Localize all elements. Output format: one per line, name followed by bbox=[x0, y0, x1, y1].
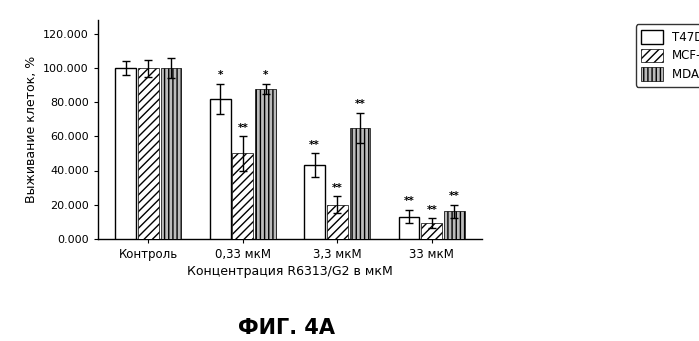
Bar bbox=[233, 153, 253, 239]
Text: *: * bbox=[263, 70, 268, 80]
Bar bbox=[138, 68, 159, 239]
Text: **: ** bbox=[354, 99, 366, 109]
Bar bbox=[255, 89, 276, 239]
Text: **: ** bbox=[449, 191, 460, 201]
Bar bbox=[398, 217, 419, 239]
Text: *: * bbox=[217, 70, 223, 80]
Text: ФИГ. 4A: ФИГ. 4A bbox=[238, 317, 335, 338]
Bar bbox=[161, 68, 182, 239]
Bar bbox=[350, 128, 370, 239]
Bar bbox=[421, 223, 442, 239]
Legend: T47D, MCF-7, MDA MB 231: T47D, MCF-7, MDA MB 231 bbox=[635, 24, 699, 87]
Y-axis label: Выживание клеток, %: Выживание клеток, % bbox=[24, 56, 38, 203]
X-axis label: Концентрация R6313/G2 в мкМ: Концентрация R6313/G2 в мкМ bbox=[187, 265, 393, 278]
Text: **: ** bbox=[404, 196, 415, 206]
Bar bbox=[210, 99, 231, 239]
Text: **: ** bbox=[426, 205, 437, 215]
Bar bbox=[115, 68, 136, 239]
Bar bbox=[304, 165, 325, 239]
Bar bbox=[327, 205, 347, 239]
Bar bbox=[444, 211, 465, 239]
Text: **: ** bbox=[332, 183, 343, 193]
Text: **: ** bbox=[309, 140, 320, 150]
Text: **: ** bbox=[238, 123, 248, 133]
